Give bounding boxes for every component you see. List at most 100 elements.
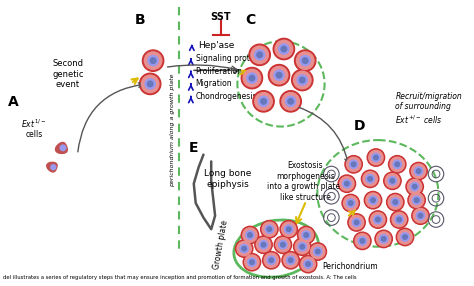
Circle shape <box>410 162 427 180</box>
Circle shape <box>408 191 425 209</box>
Circle shape <box>310 244 325 259</box>
Circle shape <box>283 253 298 267</box>
Circle shape <box>285 96 296 106</box>
Circle shape <box>369 150 383 165</box>
Circle shape <box>369 211 387 228</box>
Circle shape <box>280 221 298 238</box>
Circle shape <box>363 172 377 186</box>
Circle shape <box>414 198 419 202</box>
Polygon shape <box>55 142 67 153</box>
Text: $Ext^{1/-}$: $Ext^{1/-}$ <box>21 118 46 130</box>
Text: Recruit/migration
of surrounding
$Ext^{+/-}$ cells: Recruit/migration of surrounding $Ext^{+… <box>395 92 462 126</box>
Circle shape <box>261 221 278 238</box>
Circle shape <box>258 96 269 106</box>
Circle shape <box>374 215 382 224</box>
Text: D: D <box>354 119 365 133</box>
Circle shape <box>414 167 423 175</box>
Circle shape <box>348 214 365 231</box>
Text: perichondrium along a growth plate: perichondrium along a growth plate <box>170 74 175 187</box>
Circle shape <box>316 249 320 254</box>
Circle shape <box>371 212 385 227</box>
Circle shape <box>376 232 391 246</box>
Circle shape <box>306 262 310 266</box>
Circle shape <box>346 199 355 207</box>
Circle shape <box>279 44 289 54</box>
Circle shape <box>418 213 423 218</box>
Circle shape <box>243 69 261 87</box>
Circle shape <box>274 236 292 253</box>
Circle shape <box>416 169 421 173</box>
Circle shape <box>395 215 403 224</box>
Circle shape <box>139 73 161 95</box>
Circle shape <box>398 230 412 244</box>
Circle shape <box>391 198 400 206</box>
Circle shape <box>293 238 311 255</box>
Circle shape <box>51 165 56 170</box>
Text: Signaling proteins: Signaling proteins <box>196 54 265 63</box>
Circle shape <box>385 174 400 188</box>
Circle shape <box>250 260 254 265</box>
Circle shape <box>298 226 315 244</box>
Circle shape <box>393 200 398 204</box>
Circle shape <box>265 225 273 233</box>
Circle shape <box>368 176 373 181</box>
Circle shape <box>288 258 293 263</box>
Circle shape <box>371 198 375 202</box>
Text: cells: cells <box>25 130 43 139</box>
Circle shape <box>340 176 354 191</box>
Circle shape <box>401 233 409 241</box>
Text: A: A <box>8 95 18 109</box>
Circle shape <box>279 241 287 249</box>
Circle shape <box>355 234 370 248</box>
Circle shape <box>257 52 263 57</box>
Circle shape <box>298 243 307 251</box>
Circle shape <box>243 228 257 242</box>
Text: Second
genetic
event: Second genetic event <box>52 59 83 89</box>
Circle shape <box>383 172 401 190</box>
Circle shape <box>249 44 270 65</box>
Text: Proliferation: Proliferation <box>196 67 243 76</box>
Circle shape <box>255 236 272 253</box>
Circle shape <box>282 222 296 237</box>
Circle shape <box>275 40 292 58</box>
Circle shape <box>141 75 159 93</box>
Circle shape <box>273 38 294 60</box>
Circle shape <box>251 46 268 63</box>
Circle shape <box>259 241 268 249</box>
Circle shape <box>352 218 361 227</box>
Circle shape <box>286 227 291 231</box>
Circle shape <box>354 220 359 225</box>
Circle shape <box>150 58 156 63</box>
Circle shape <box>412 196 421 204</box>
Text: Chondrogenesis: Chondrogenesis <box>196 92 257 101</box>
Circle shape <box>396 228 414 246</box>
Circle shape <box>366 175 374 183</box>
Circle shape <box>388 195 402 209</box>
Circle shape <box>263 251 280 269</box>
Text: Long bone
epiphysis: Long bone epiphysis <box>204 169 251 188</box>
Circle shape <box>374 155 378 160</box>
Circle shape <box>300 255 317 273</box>
Circle shape <box>145 52 162 69</box>
Text: Perichondrium: Perichondrium <box>323 262 378 271</box>
Text: Hep'ase: Hep'ase <box>198 41 234 50</box>
Circle shape <box>261 243 266 247</box>
Circle shape <box>412 207 429 225</box>
Circle shape <box>280 91 301 112</box>
Circle shape <box>342 194 359 212</box>
Polygon shape <box>47 162 57 172</box>
Circle shape <box>268 65 290 86</box>
Circle shape <box>288 99 293 104</box>
Circle shape <box>338 175 356 192</box>
Circle shape <box>358 237 366 245</box>
Circle shape <box>242 246 246 251</box>
Circle shape <box>375 230 392 248</box>
Circle shape <box>262 222 276 237</box>
Circle shape <box>413 208 428 223</box>
Circle shape <box>345 156 362 173</box>
Circle shape <box>284 225 293 233</box>
Circle shape <box>292 69 313 91</box>
Circle shape <box>393 160 401 168</box>
Circle shape <box>390 157 404 172</box>
Circle shape <box>301 257 315 271</box>
